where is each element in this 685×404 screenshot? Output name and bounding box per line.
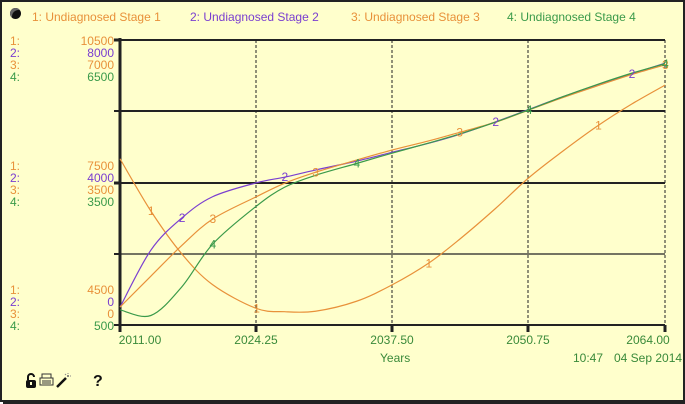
page-selector-icon[interactable]	[10, 8, 21, 19]
series-line-4	[119, 63, 666, 317]
series-marker-4: 4	[354, 157, 361, 171]
timestamp-time: 10:47	[573, 351, 604, 365]
series-marker-4: 4	[662, 57, 669, 71]
scale-index: 4:	[10, 70, 21, 84]
x-tick-label: 2011.00	[118, 333, 162, 347]
scale-value: 8000	[87, 46, 114, 60]
x-tick-label: 2037.50	[370, 333, 414, 347]
series-marker-3: 3	[210, 212, 217, 226]
series-marker-1: 1	[425, 256, 432, 270]
timestamp-date: 04 Sep 2014	[614, 351, 683, 365]
gridlines	[114, 38, 667, 332]
series-marker-4: 4	[526, 103, 533, 117]
scale-value: 3500	[87, 183, 114, 197]
scale-index: 1:	[10, 34, 21, 48]
y-scale-middle: 1: 7500 2: 4000 3: 3500 4: 3500	[0, 160, 118, 208]
scale-index: 4:	[10, 319, 21, 333]
y-scale-bottom: 1: 4500 2: 0 3: 0 4: 500	[0, 284, 118, 332]
legend-item-stage-3: 3: Undiagnosed Stage 3	[351, 10, 480, 24]
series-marker-2: 2	[492, 115, 499, 129]
series-line-3	[119, 64, 666, 308]
scale-value: 6500	[87, 70, 114, 84]
scale-index: 3:	[10, 58, 21, 72]
scale-value: 0	[107, 295, 114, 309]
series-marker-1: 1	[253, 301, 260, 315]
legend-item-stage-2: 2: Undiagnosed Stage 2	[190, 10, 319, 24]
series-marker-4: 4	[210, 237, 217, 251]
print-icon[interactable]	[39, 373, 54, 392]
x-tick-label: 2064.00	[626, 333, 670, 347]
legend-item-stage-1: 1: Undiagnosed Stage 1	[32, 10, 161, 24]
scale-index: 3:	[10, 307, 21, 321]
legend-item-stage-4: 4: Undiagnosed Stage 4	[507, 10, 636, 24]
scale-index: 4:	[10, 195, 21, 209]
series-marker-2: 2	[629, 67, 636, 81]
scale-index: 2:	[10, 295, 21, 309]
x-tick-label: 2050.75	[506, 333, 550, 347]
help-button[interactable]: ?	[93, 373, 103, 390]
series-line-1	[119, 84, 666, 313]
series-marker-2: 2	[282, 170, 289, 184]
x-tick-label: 2024.25	[234, 333, 278, 347]
y-scale-top: 1: 10500 2: 8000 3: 7000 4: 6500	[0, 35, 118, 83]
magic-wand-icon[interactable]	[55, 373, 71, 393]
scale-value: 7500	[87, 159, 114, 173]
scale-value: 4000	[87, 171, 114, 185]
window-shadow	[3, 400, 685, 404]
scale-value: 0	[107, 307, 114, 321]
scale-value: 4500	[87, 283, 114, 297]
lock-icon[interactable]	[25, 373, 37, 392]
series-marker-3: 3	[662, 58, 669, 72]
series-marker-1: 1	[595, 119, 602, 133]
scale-value: 10500	[80, 34, 114, 48]
scale-index: 2:	[10, 171, 21, 185]
x-axis-label: Years	[380, 351, 411, 365]
scale-index: 1:	[10, 159, 21, 173]
scale-value: 3500	[87, 195, 114, 209]
series-marker-3: 3	[312, 165, 319, 179]
series-marker-2: 2	[179, 211, 186, 225]
scale-value: 7000	[87, 58, 114, 72]
scale-index: 3:	[10, 183, 21, 197]
scale-value: 500	[93, 319, 114, 333]
series-marker-3: 3	[456, 125, 463, 139]
scale-index: 1:	[10, 283, 21, 297]
legend: 1: Undiagnosed Stage 1 2: Undiagnosed St…	[0, 10, 685, 26]
scale-index: 2:	[10, 46, 21, 60]
series-marker-1: 1	[148, 204, 155, 218]
